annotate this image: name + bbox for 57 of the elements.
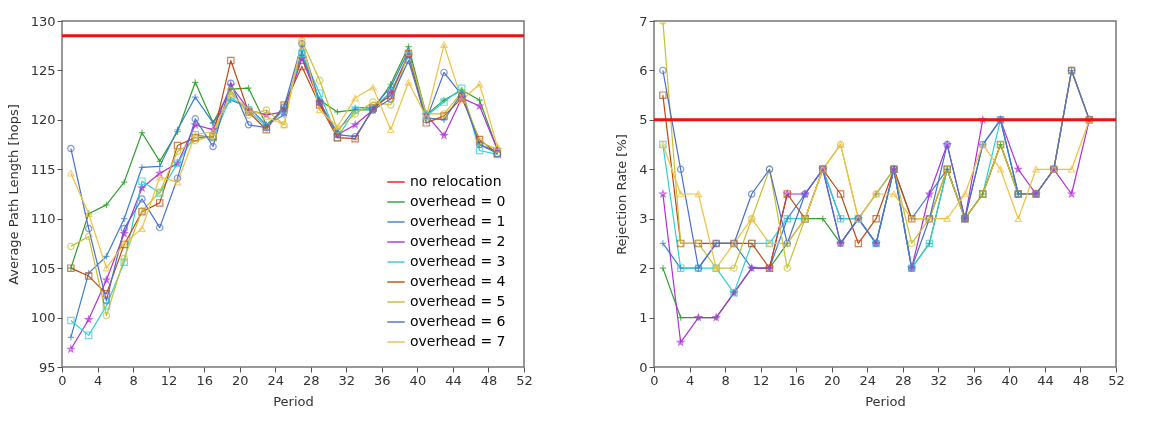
- x-tick-label: 12: [752, 372, 770, 388]
- y-tick-label: 3: [639, 211, 648, 227]
- x-tick-label: 44: [1037, 372, 1054, 388]
- x-tick-label: 48: [480, 372, 498, 388]
- x-tick-label: 4: [685, 372, 695, 388]
- x-tick-label: 24: [267, 372, 284, 388]
- x-tick-label: 40: [1001, 372, 1019, 388]
- legend-label: overhead = 1: [410, 213, 506, 229]
- x-tick-label: 52: [516, 372, 533, 388]
- x-tick-label: 0: [58, 372, 67, 388]
- y-axis-title: Average Path Length [hops]: [5, 104, 21, 285]
- y-tick-label: 7: [639, 13, 648, 29]
- y-tick-label: 2: [639, 260, 648, 276]
- legend-label: overhead = 6: [410, 313, 506, 329]
- x-tick-label: 40: [409, 372, 427, 388]
- x-tick-label: 48: [1072, 372, 1090, 388]
- y-tick-label: 5: [639, 112, 648, 128]
- y-tick-label: 0: [639, 359, 648, 375]
- x-tick-label: 28: [895, 372, 912, 388]
- x-tick-label: 20: [823, 372, 841, 388]
- legend-label: overhead = 0: [410, 193, 506, 209]
- x-axis-title: Period: [865, 393, 906, 409]
- y-tick-label: 95: [38, 359, 56, 375]
- x-tick-label: 8: [721, 372, 730, 388]
- x-tick-label: 4: [93, 372, 103, 388]
- y-tick-label: 115: [30, 161, 56, 177]
- legend-label: no relocation: [410, 173, 502, 189]
- x-tick-label: 44: [445, 372, 462, 388]
- x-tick-label: 32: [338, 372, 356, 388]
- y-tick-label: 110: [30, 211, 56, 227]
- y-tick-label: 120: [30, 112, 56, 128]
- x-tick-label: 20: [231, 372, 249, 388]
- x-axis-title: Period: [273, 393, 314, 409]
- legend-label: overhead = 4: [410, 273, 506, 289]
- x-tick-label: 36: [966, 372, 983, 388]
- legend-label: overhead = 3: [410, 253, 506, 269]
- x-tick-label: 8: [129, 372, 138, 388]
- x-tick-label: 12: [160, 372, 178, 388]
- x-tick-label: 16: [196, 372, 213, 388]
- y-axis-title: Rejection Rate [%]: [614, 134, 630, 255]
- y-tick-label: 130: [30, 13, 56, 29]
- y-tick-label: 6: [639, 62, 648, 78]
- y-tick-label: 4: [639, 161, 648, 177]
- x-tick-label: 52: [1108, 372, 1125, 388]
- legend-label: overhead = 7: [410, 333, 506, 349]
- y-tick-label: 100: [30, 310, 56, 326]
- y-tick-label: 125: [30, 62, 56, 78]
- x-tick-label: 24: [859, 372, 876, 388]
- x-tick-label: 32: [930, 372, 948, 388]
- y-tick-label: 1: [639, 310, 648, 326]
- legend-label: overhead = 2: [410, 233, 506, 249]
- x-tick-label: 16: [788, 372, 805, 388]
- x-tick-label: 28: [303, 372, 320, 388]
- legend-label: overhead = 5: [410, 293, 506, 309]
- x-tick-label: 36: [374, 372, 391, 388]
- x-tick-label: 0: [650, 372, 659, 388]
- y-tick-label: 105: [30, 260, 56, 276]
